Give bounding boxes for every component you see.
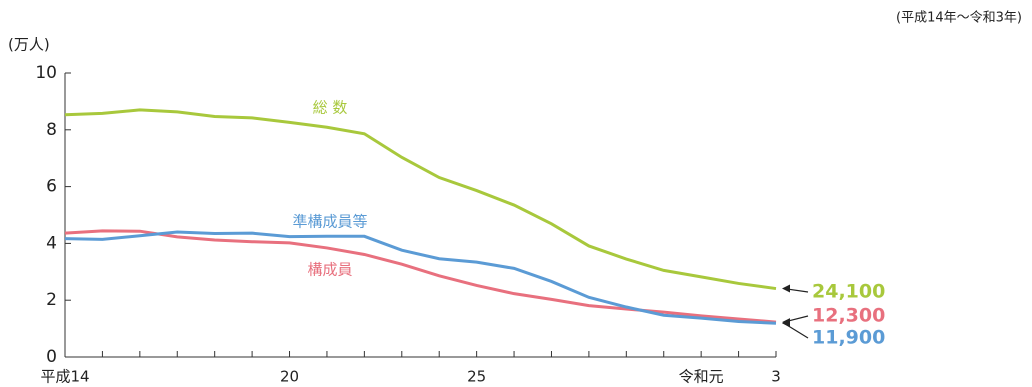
y-tick-label: 10 <box>35 63 57 83</box>
x-tick-label: 3 <box>771 368 781 386</box>
y-tick-label: 0 <box>46 347 57 367</box>
y-tick-label: 4 <box>46 233 57 253</box>
series-line <box>64 108 777 291</box>
arrow-head <box>782 284 790 293</box>
y-tick-label: 2 <box>46 290 57 310</box>
value-label: 11,900 <box>812 327 885 349</box>
x-tick-label: 平成14 <box>40 368 89 386</box>
series-label: 準構成員等 <box>292 213 367 231</box>
y-tick-label: 8 <box>46 120 57 140</box>
series-line <box>64 229 777 324</box>
arrow-head <box>782 319 790 328</box>
x-tick-label: 令和元 <box>679 368 724 386</box>
y-axis-label: (万人) <box>8 36 50 54</box>
series-line <box>64 230 777 325</box>
subtitle: (平成14年～令和3年) <box>896 11 1022 26</box>
series-label: 総 数 <box>313 99 348 117</box>
y-tick-label: 6 <box>46 177 57 197</box>
x-tick-label: 25 <box>467 368 486 386</box>
value-label: 12,300 <box>812 305 885 327</box>
x-tick-label: 20 <box>280 368 299 386</box>
value-label: 24,100 <box>812 281 885 303</box>
series-label: 構成員 <box>307 261 352 279</box>
